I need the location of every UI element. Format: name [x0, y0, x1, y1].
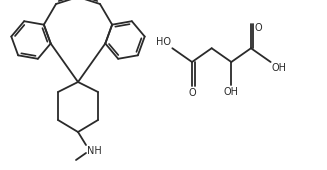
- Text: HO: HO: [156, 37, 171, 47]
- Text: O: O: [188, 88, 196, 98]
- Text: OH: OH: [224, 87, 239, 97]
- Text: OH: OH: [272, 63, 287, 73]
- Text: O: O: [255, 23, 263, 33]
- Text: NH: NH: [87, 146, 102, 156]
